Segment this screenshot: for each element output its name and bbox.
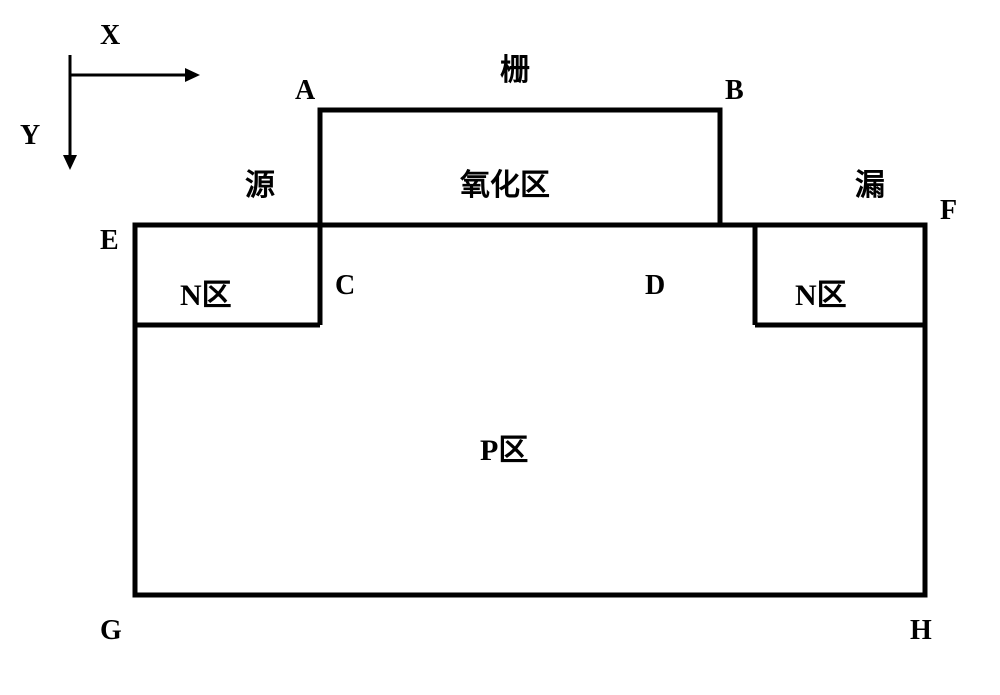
point-C: C bbox=[335, 270, 355, 302]
diagram-container: X Y 栅 源 漏 氧化区 N区 N区 P区 A B C D E F G H bbox=[0, 0, 1000, 695]
label-oxide: 氧化区 bbox=[460, 160, 550, 204]
point-E: E bbox=[100, 225, 119, 257]
label-n-left: N区 bbox=[180, 270, 232, 314]
point-G: G bbox=[100, 615, 122, 647]
label-n-right: N区 bbox=[795, 270, 847, 314]
axis-label-y: Y bbox=[20, 120, 40, 152]
axis-label-x: X bbox=[100, 20, 120, 52]
label-drain: 漏 bbox=[855, 160, 885, 204]
point-A: A bbox=[295, 75, 315, 107]
mosfet-cross-section bbox=[0, 0, 1000, 695]
label-source: 源 bbox=[245, 160, 275, 204]
point-D: D bbox=[645, 270, 665, 302]
axes bbox=[63, 55, 200, 170]
label-gate: 栅 bbox=[500, 45, 530, 89]
label-p-region: P区 bbox=[480, 425, 528, 469]
point-H: H bbox=[910, 615, 932, 647]
point-F: F bbox=[940, 195, 957, 227]
point-B: B bbox=[725, 75, 744, 107]
